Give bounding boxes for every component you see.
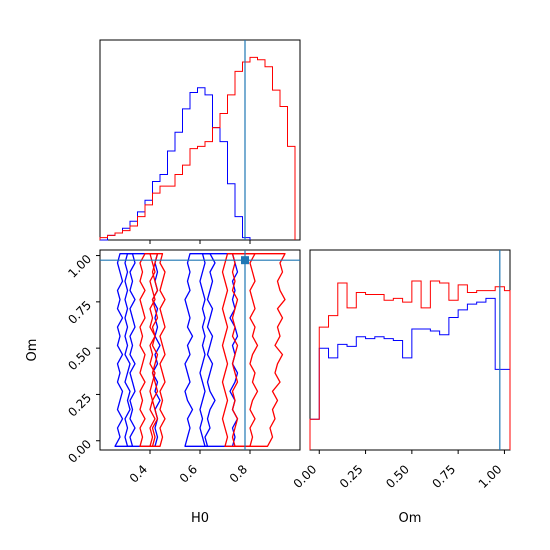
ylabel-Om: Om — [25, 339, 40, 362]
xlabel-H0: H0 — [191, 511, 209, 526]
panel-hist-H0 — [99, 39, 301, 244]
truth-point-marker — [241, 256, 249, 265]
contour-red-outer-7 — [221, 253, 286, 447]
contour-red-inner-4 — [149, 253, 166, 447]
hist-Om-series — [309, 280, 511, 450]
contour-blue-outer-1 — [114, 253, 136, 447]
contour-red-outer-5 — [139, 253, 159, 447]
hist-H0-ticks — [149, 240, 251, 244]
hist-H0-series — [99, 56, 296, 241]
truth-lines-contour — [100, 250, 300, 450]
hist-Om-blue-series — [309, 297, 511, 450]
hist-H0-red-series — [99, 56, 296, 240]
xlabel-Om: Om — [399, 511, 422, 526]
hist-H0-blue-series — [100, 87, 251, 241]
hist-Om-red-series — [309, 280, 511, 450]
contour-series — [114, 253, 286, 447]
